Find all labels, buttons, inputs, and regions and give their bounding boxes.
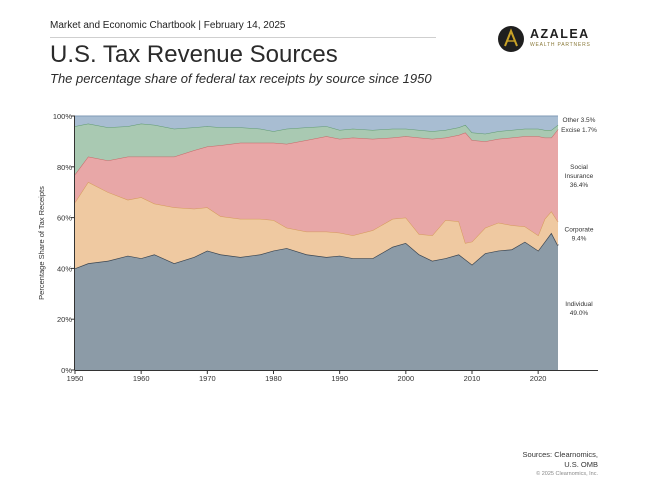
- label-individual: 49.0%: [570, 310, 589, 317]
- logo-tagline: WEALTH PARTNERS: [530, 42, 591, 48]
- x-tick-label: 1960: [133, 374, 150, 383]
- header-divider: [50, 37, 436, 38]
- x-tick-label: 1980: [265, 374, 282, 383]
- label-social-insurance: 36.4%: [570, 182, 589, 189]
- label-corporate: 9.4%: [572, 236, 587, 243]
- label-excise: Excise 1.7%: [561, 127, 597, 134]
- label-corporate: Corporate: [565, 227, 594, 234]
- label-other: Other 3.5%: [563, 117, 596, 124]
- sources-line-1: Sources: Clearnomics,: [522, 450, 598, 459]
- copyright: © 2025 Clearnomics, Inc.: [536, 471, 598, 477]
- x-tick-label: 1970: [199, 374, 216, 383]
- x-tick-label: 2000: [397, 374, 414, 383]
- y-tick-label: 60%: [57, 214, 72, 223]
- x-tick-label: 1990: [331, 374, 348, 383]
- label-social-insurance: Insurance: [565, 173, 594, 180]
- page-subtitle: The percentage share of federal tax rece…: [50, 71, 432, 86]
- x-tick-label: 2010: [464, 374, 481, 383]
- area-corporate: [75, 182, 558, 269]
- logo-name: AZALEA: [530, 27, 590, 41]
- label-individual: Individual: [565, 301, 593, 308]
- area-social-insurance: [75, 129, 558, 243]
- logo-emblem-icon: [498, 26, 524, 52]
- sources-note: Sources: Clearnomics, U.S. OMB: [523, 450, 598, 470]
- area-individual: [75, 232, 558, 370]
- sources-line-2: U.S. OMB: [564, 460, 598, 469]
- y-tick-label: 80%: [57, 163, 72, 172]
- y-tick-label: 40%: [57, 264, 72, 273]
- azalea-logo: AZALEA WEALTH PARTNERS: [498, 26, 598, 56]
- page-title: U.S. Tax Revenue Sources: [50, 41, 338, 68]
- y-axis-title: Percentage Share of Tax Receipts: [37, 186, 46, 300]
- chartbook-header: Market and Economic Chartbook | February…: [50, 20, 286, 31]
- area-other: [75, 116, 558, 134]
- y-tick-label: 20%: [57, 315, 72, 324]
- label-social-insurance: Social: [570, 164, 588, 171]
- y-tick-label: 0%: [61, 366, 72, 375]
- y-tick-label: 100%: [53, 112, 73, 121]
- x-tick-label: 1950: [67, 374, 84, 383]
- area-excise: [75, 123, 558, 175]
- logo-a-icon: [504, 28, 518, 47]
- x-tick-label: 2020: [530, 374, 547, 383]
